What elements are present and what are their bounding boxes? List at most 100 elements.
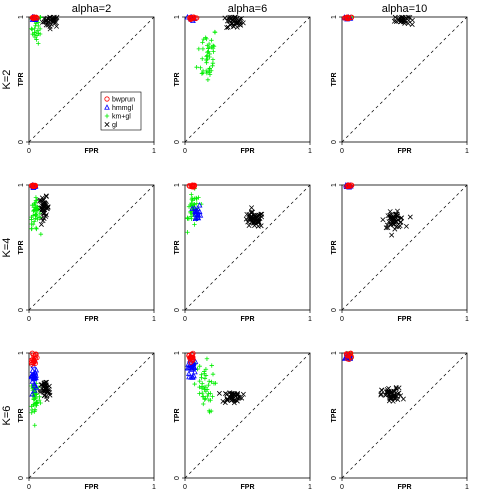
point-km-gl xyxy=(209,38,214,43)
point-km-gl xyxy=(35,214,41,220)
y-tick-label: 0 xyxy=(18,308,25,312)
point-km-gl xyxy=(204,54,209,59)
y-axis-label: TPR xyxy=(18,241,25,255)
point-km-gl xyxy=(197,364,202,369)
point-km-gl xyxy=(208,408,214,414)
point-hmmgl xyxy=(29,391,36,397)
point-gl xyxy=(389,232,395,238)
point-km-gl xyxy=(196,46,202,52)
x-tick-label: 1 xyxy=(465,316,469,323)
point-gl xyxy=(378,392,384,398)
y-tick-label: 0 xyxy=(331,476,338,480)
point-gl xyxy=(397,219,403,225)
point-km-gl xyxy=(202,376,208,381)
point-km-gl xyxy=(204,387,210,392)
y-tick-label: 1 xyxy=(18,15,25,19)
point-bwprun xyxy=(31,358,37,364)
point-km-gl xyxy=(192,222,197,227)
point-gl xyxy=(40,206,46,212)
point-gl xyxy=(45,20,51,26)
point-km-gl xyxy=(210,394,215,399)
point-gl xyxy=(243,216,249,222)
point-gl xyxy=(392,226,398,232)
point-bwprun xyxy=(189,354,196,360)
x-tick-label: 1 xyxy=(152,148,156,155)
point-km-gl xyxy=(32,219,37,224)
point-hmmgl xyxy=(197,212,204,218)
point-gl xyxy=(389,216,395,222)
point-gl xyxy=(255,218,261,224)
plot-frame xyxy=(341,352,468,479)
point-km-gl xyxy=(192,381,197,387)
point-gl xyxy=(252,213,258,219)
point-hmmgl xyxy=(342,355,348,361)
x-tick-label: 1 xyxy=(308,148,312,155)
point-gl xyxy=(386,389,392,395)
point-km-gl xyxy=(200,394,206,399)
legend-label-hmmgl: hmmgl xyxy=(112,105,133,112)
point-bwprun xyxy=(344,15,350,21)
point-gl xyxy=(222,15,228,21)
x-tick-label: 0 xyxy=(183,316,187,323)
point-gl xyxy=(409,21,415,27)
point-gl xyxy=(38,221,44,227)
point-gl xyxy=(400,396,406,402)
point-gl xyxy=(42,388,48,394)
point-gl xyxy=(39,195,45,201)
point-km-gl xyxy=(33,205,38,210)
x-tick-label: 0 xyxy=(27,316,31,323)
point-km-gl xyxy=(197,378,202,384)
point-km-gl xyxy=(38,400,43,406)
y-axis-label: TPR xyxy=(331,73,338,87)
point-bwprun xyxy=(188,359,194,365)
point-gl xyxy=(38,382,44,388)
legend-marker-km-gl xyxy=(104,113,110,119)
point-hmmgl xyxy=(31,371,37,377)
panel-0-1: 0 1 0 1 FPR TPR xyxy=(174,13,312,155)
point-km-gl xyxy=(212,29,218,35)
point-gl xyxy=(396,224,402,230)
point-km-gl xyxy=(203,396,208,401)
point-hmmgl xyxy=(194,205,201,211)
point-km-gl xyxy=(200,381,205,386)
point-gl xyxy=(37,205,43,211)
point-km-gl xyxy=(34,212,39,218)
point-km-gl xyxy=(200,390,205,396)
point-km-gl xyxy=(31,402,37,408)
point-gl xyxy=(40,218,46,224)
point-gl xyxy=(391,393,397,399)
point-gl xyxy=(231,24,237,30)
point-hmmgl xyxy=(31,380,38,387)
x-tick-label: 0 xyxy=(340,148,344,155)
point-gl xyxy=(387,209,393,215)
point-gl xyxy=(216,390,222,396)
point-bwprun xyxy=(341,15,348,21)
point-gl xyxy=(257,215,263,221)
point-km-gl xyxy=(35,206,41,212)
point-gl xyxy=(42,392,48,398)
point-gl xyxy=(228,392,234,398)
point-bwprun xyxy=(33,14,39,20)
point-gl xyxy=(396,390,402,396)
panel-2-2: 0 1 0 1 FPR TPR xyxy=(331,350,469,491)
point-gl xyxy=(43,213,49,219)
point-km-gl xyxy=(34,208,40,213)
x-axis-label: FPR xyxy=(85,484,99,491)
point-km-gl xyxy=(194,201,199,206)
point-km-gl xyxy=(29,221,34,227)
panel-1-1: 0 1 0 1 FPR TPR xyxy=(174,182,312,323)
point-gl xyxy=(44,397,50,403)
point-gl xyxy=(224,18,230,24)
point-bwprun xyxy=(348,14,355,20)
x-tick-label: 0 xyxy=(183,148,187,155)
point-gl xyxy=(409,17,415,23)
point-km-gl xyxy=(201,36,206,42)
point-km-gl xyxy=(200,70,206,76)
point-km-gl xyxy=(30,27,35,32)
point-bwprun xyxy=(30,182,36,188)
point-gl xyxy=(40,388,46,394)
point-km-gl xyxy=(199,71,205,76)
point-bwprun xyxy=(188,351,195,357)
point-gl xyxy=(403,223,409,229)
